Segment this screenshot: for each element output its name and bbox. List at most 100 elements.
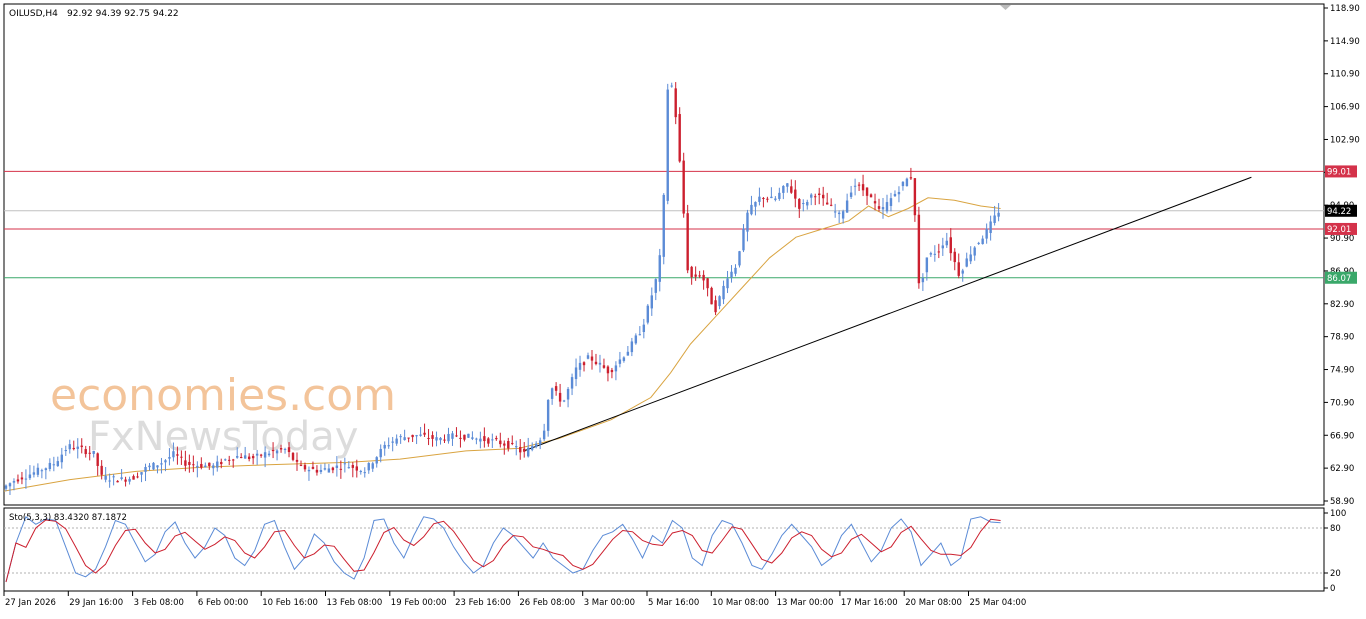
moving-average xyxy=(3,197,1001,492)
candle-body xyxy=(44,468,48,471)
candle-body xyxy=(80,445,83,448)
price-tick-label: 82.90 xyxy=(1330,300,1354,310)
candle-body xyxy=(558,392,562,402)
candle-body xyxy=(427,437,430,439)
candle-body xyxy=(562,400,566,402)
candle-body xyxy=(570,377,574,389)
candle-body xyxy=(136,476,139,478)
candle-body xyxy=(746,212,749,232)
candle-body xyxy=(311,466,315,469)
candle-body xyxy=(323,468,327,470)
watermark-line1: economies.com xyxy=(50,370,396,421)
candle-body xyxy=(279,448,283,450)
watermark-line2: FxNewsToday xyxy=(88,414,358,460)
candle-body xyxy=(901,181,905,187)
price-tick-label: 118.90 xyxy=(1330,4,1360,14)
candle-body xyxy=(810,194,813,198)
time-tick-label: 3 Feb 08:00 xyxy=(134,598,184,608)
candle-body xyxy=(100,465,103,475)
candle-body xyxy=(411,434,414,438)
time-tick-label: 3 Mar 00:00 xyxy=(584,598,635,608)
candle-body xyxy=(989,221,992,234)
candle-body xyxy=(790,186,793,193)
candle-body xyxy=(20,477,24,480)
osc-tick-label: 100 xyxy=(1330,509,1346,519)
time-tick-label: 27 Jan 2026 xyxy=(5,598,56,608)
candle-body xyxy=(909,177,913,179)
candle-body xyxy=(534,443,538,447)
candle-body xyxy=(483,436,486,442)
candle-body xyxy=(841,211,845,219)
candle-body xyxy=(459,437,462,439)
price-level-label: 86.07 xyxy=(1327,274,1351,284)
candle-body xyxy=(228,459,231,461)
time-tick-label: 5 Mar 16:00 xyxy=(648,598,699,608)
candle-body xyxy=(176,454,179,456)
shift-marker-icon[interactable] xyxy=(1000,5,1011,10)
candle-body xyxy=(523,448,526,452)
candle-body xyxy=(897,191,901,195)
candle-body xyxy=(690,266,693,278)
candle-body xyxy=(180,456,183,458)
candle-body xyxy=(236,456,239,458)
candle-body xyxy=(387,445,390,447)
candle-body xyxy=(618,359,622,364)
trendline-segment xyxy=(523,176,1252,452)
candles xyxy=(4,82,1000,495)
candle-body xyxy=(295,459,299,462)
candle-body xyxy=(263,452,267,458)
candle-body xyxy=(849,192,853,197)
candle-body xyxy=(754,201,757,207)
candle-body xyxy=(439,437,442,441)
candle-body xyxy=(941,245,944,249)
candle-body xyxy=(678,114,681,162)
candle-body xyxy=(734,267,737,274)
candle-body xyxy=(347,467,351,469)
candle-body xyxy=(977,242,980,244)
candle-body xyxy=(929,253,933,255)
oscillator-title: Sto(5,3,3) 83.4320 87.1872 xyxy=(9,513,127,523)
candle-body xyxy=(654,279,657,293)
candle-body xyxy=(24,478,28,480)
candle-body xyxy=(355,466,358,471)
candle-body xyxy=(307,469,311,472)
candle-body xyxy=(674,88,677,118)
candle-body xyxy=(72,447,75,450)
candle-body xyxy=(271,449,275,452)
candle-body xyxy=(371,463,374,469)
candle-body xyxy=(889,198,893,206)
stochastic-signal-line xyxy=(5,518,1001,583)
candle-body xyxy=(415,435,418,437)
candle-body xyxy=(379,448,382,458)
candle-body xyxy=(606,366,610,374)
price-tick-label: 114.90 xyxy=(1330,37,1360,47)
candle-body xyxy=(770,196,773,199)
candle-body xyxy=(885,202,889,212)
candle-body xyxy=(200,463,203,468)
candle-body xyxy=(626,351,630,356)
candle-body xyxy=(602,365,606,368)
candle-body xyxy=(363,472,366,474)
candle-body xyxy=(68,444,71,450)
trendline xyxy=(523,176,1252,452)
candle-body xyxy=(622,357,626,361)
candle-body xyxy=(443,439,446,441)
candle-body xyxy=(507,440,510,449)
candle-body xyxy=(267,453,271,456)
candle-body xyxy=(578,362,582,370)
candle-body xyxy=(4,485,8,489)
candle-body xyxy=(638,334,642,336)
time-tick-label: 10 Feb 16:00 xyxy=(262,598,318,608)
price-tick-label: 62.90 xyxy=(1330,464,1354,474)
candle-body xyxy=(550,388,554,399)
candle-body xyxy=(399,436,402,438)
candle-body xyxy=(28,474,32,479)
candle-body xyxy=(168,457,171,459)
candle-body xyxy=(164,460,167,463)
candle-body xyxy=(431,435,434,439)
candle-body xyxy=(96,453,99,466)
candle-body xyxy=(116,480,119,483)
candle-body xyxy=(686,213,689,271)
candle-body xyxy=(88,452,91,454)
